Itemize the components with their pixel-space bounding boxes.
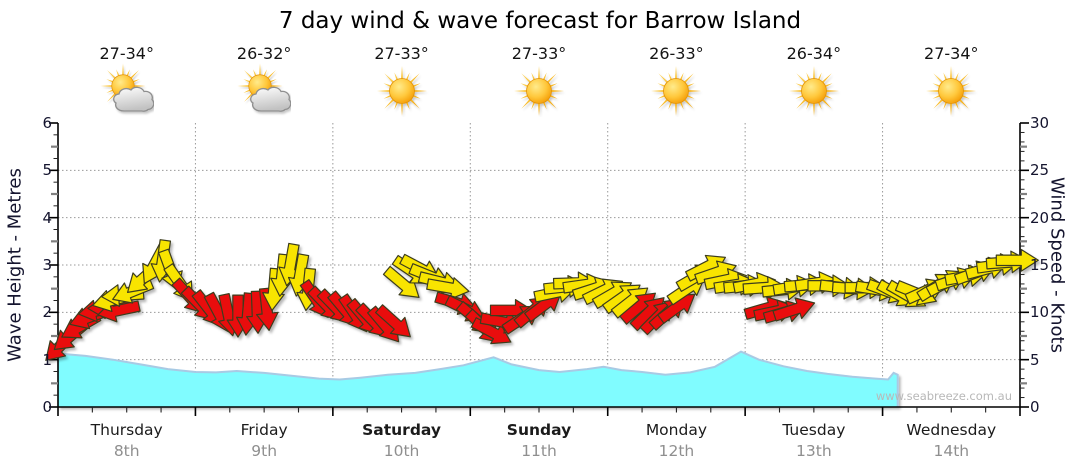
sun-icon <box>514 66 564 116</box>
day-name-label: Tuesday <box>782 421 846 439</box>
sun-behind-cloud-icon <box>237 63 292 112</box>
sun-icon <box>376 66 427 116</box>
day-name-label: Wednesday <box>906 421 997 439</box>
y-right-tick-label: 30 <box>1030 114 1050 132</box>
wind-arrow <box>470 317 512 345</box>
y-right-tick-label: 20 <box>1030 208 1050 227</box>
tick-marks <box>49 122 1029 416</box>
day-temperature-label: 26-32° <box>236 44 292 63</box>
sun-behind-cloud-icon <box>100 63 154 112</box>
y-right-tick-label: 5 <box>1030 350 1040 369</box>
wave-height-area <box>57 350 899 407</box>
wind-arrow <box>995 248 1039 272</box>
y-left-tick-label: 2 <box>42 303 52 322</box>
day-temperature-label: 26-34° <box>786 44 842 63</box>
wind-arrow <box>375 304 411 338</box>
gridlines <box>58 123 1020 407</box>
sun-icon <box>651 66 702 116</box>
watermark: www.seabreeze.com.au <box>875 389 1012 403</box>
day-name-label: Sunday <box>506 421 572 439</box>
day-date-label: 11th <box>521 442 557 460</box>
y-right-tick-label: 15 <box>1030 256 1050 274</box>
day-temperature-label: 27-34° <box>99 44 154 63</box>
y-left-tick-label: 5 <box>42 161 52 180</box>
day-name-label: Friday <box>240 421 288 439</box>
day-temperature-label: 26-33° <box>649 44 704 63</box>
y-left-tick-label: 0 <box>42 398 52 416</box>
y-left-tick-label: 4 <box>42 208 52 227</box>
y-right-tick-label: 25 <box>1030 161 1050 180</box>
y-left-tick-label: 3 <box>42 256 52 274</box>
day-date-label: 12th <box>658 442 695 460</box>
sun-icon <box>926 66 977 116</box>
day-date-label: 8th <box>113 442 140 460</box>
page-title: 7 day wind & wave forecast for Barrow Is… <box>278 8 802 34</box>
day-temperature-label: 27-33° <box>511 44 567 63</box>
y-left-tick-label: 1 <box>42 350 52 369</box>
wind-arrows <box>45 239 1039 361</box>
day-date-label: 10th <box>383 442 420 460</box>
sun-icon <box>788 66 839 116</box>
day-date-label: 13th <box>796 442 832 460</box>
day-temperature-label: 27-34° <box>924 44 979 63</box>
day-name-label: Saturday <box>362 421 442 439</box>
day-name-label: Monday <box>645 421 708 439</box>
y-right-tick-label: 0 <box>1030 398 1040 416</box>
wind-arrow <box>255 287 279 331</box>
y-left-tick-label: 6 <box>42 114 52 132</box>
day-date-label: 14th <box>933 442 970 460</box>
wind-arrow <box>426 277 470 300</box>
wind-arrow <box>772 297 816 322</box>
day-temperature-label: 27-33° <box>374 44 429 63</box>
y-right-tick-label: 10 <box>1030 303 1050 322</box>
day-date-label: 9th <box>251 442 278 460</box>
day-name-label: Thursday <box>90 421 163 439</box>
